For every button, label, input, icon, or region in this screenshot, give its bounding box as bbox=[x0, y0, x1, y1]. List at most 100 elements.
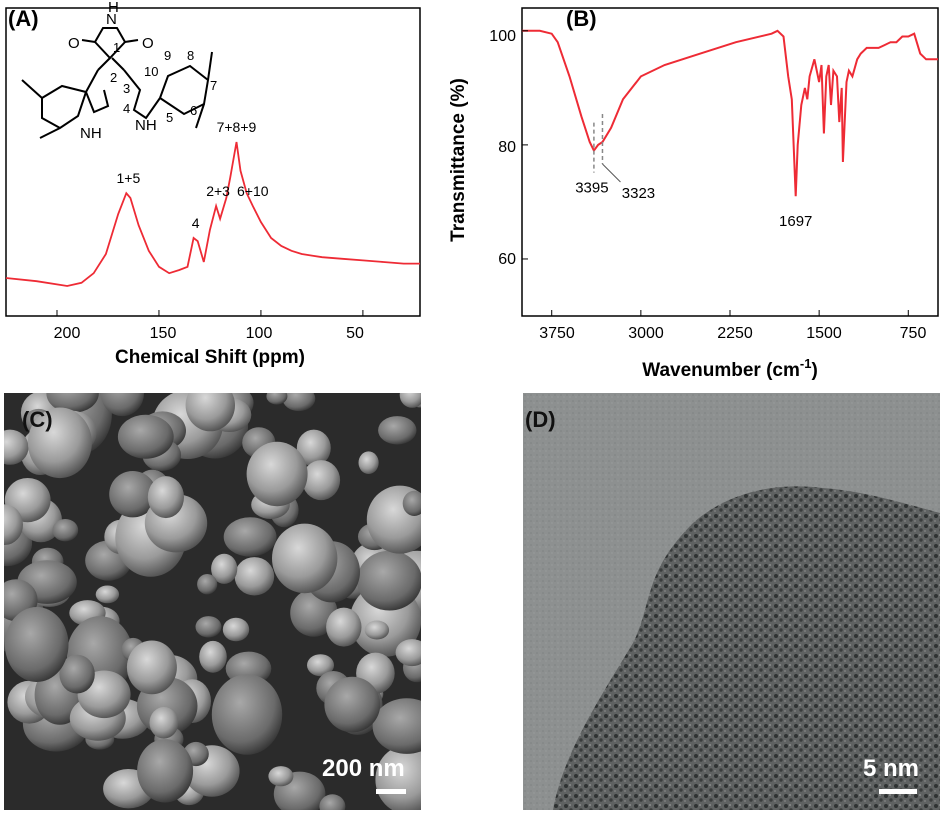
nmr-plot-frame bbox=[5, 7, 421, 317]
sem-particle bbox=[399, 393, 421, 408]
sem-scale-text: 200 nm bbox=[322, 755, 405, 782]
ir-chart: 3395 3323 1697 100 80 60 3750 3000 2250 15… bbox=[448, 7, 939, 381]
panel-b-label: (B) bbox=[566, 6, 597, 31]
atom-7-label: 7 bbox=[210, 78, 217, 93]
sem-particle bbox=[147, 476, 184, 519]
oxygen-left-label: O bbox=[68, 35, 80, 52]
carbonyl-left bbox=[81, 39, 96, 43]
sem-particle bbox=[296, 429, 331, 467]
sem-particle bbox=[319, 794, 346, 810]
sem-particle bbox=[199, 640, 227, 673]
atom-3-label: 3 bbox=[123, 81, 130, 96]
sem-particle bbox=[326, 607, 362, 647]
panel-a-nmr-spectrum: O O N H 1 2 3 4 5 6 7 8 9 10 NH NH 1+5 4 2… bbox=[0, 0, 470, 400]
atom-9-label: 9 bbox=[164, 48, 171, 63]
sem-micrograph bbox=[4, 393, 421, 810]
sem-particle bbox=[4, 607, 69, 682]
left-methyl-top bbox=[21, 79, 43, 99]
left-nh-label: NH bbox=[80, 125, 102, 142]
nmr-peak-label: 6+10 bbox=[237, 183, 269, 199]
tem-particle bbox=[553, 486, 940, 810]
sem-scale-bar bbox=[376, 789, 406, 794]
panel-c-label: (C) bbox=[22, 407, 53, 432]
nmr-spectrum-line bbox=[5, 141, 420, 287]
sem-particle bbox=[52, 519, 79, 542]
sem-particle bbox=[211, 553, 238, 584]
nmr-xtick: 150 bbox=[150, 325, 177, 342]
panel-d-label: (D) bbox=[525, 407, 556, 432]
ir-peak-annotation: 3323 bbox=[622, 185, 655, 202]
sem-particle bbox=[137, 739, 194, 803]
sem-particle bbox=[246, 441, 308, 507]
nmr-chart: O O N H 1 2 3 4 5 6 7 8 9 10 NH NH 1+542… bbox=[5, 0, 421, 368]
ir-xtick: 2250 bbox=[717, 325, 753, 342]
sem-particle bbox=[126, 640, 177, 695]
atom-2-label: 2 bbox=[110, 70, 117, 85]
sem-particle bbox=[395, 639, 421, 667]
right-pyrrole bbox=[123, 69, 161, 120]
sem-particle bbox=[197, 574, 218, 595]
sem-particle bbox=[222, 617, 250, 642]
atom-6-label: 6 bbox=[190, 103, 197, 118]
atom-10-label: 10 bbox=[144, 64, 158, 79]
bond-left bbox=[97, 57, 111, 71]
left-methyl-bottom bbox=[39, 127, 61, 139]
ir-y-axis-label: Transmittance (%) bbox=[448, 78, 469, 242]
sem-particle bbox=[282, 393, 316, 412]
ir-xlabel-sup: -1 bbox=[800, 356, 812, 371]
ir-xtick: 1500 bbox=[806, 325, 842, 342]
tem-scale-text: 5 nm bbox=[863, 755, 920, 782]
nmr-peak-label: 2+3 bbox=[206, 183, 230, 199]
ir-x-axis-label: Wavenumber (cm-1) bbox=[642, 356, 818, 381]
oxygen-right-label: O bbox=[142, 35, 154, 52]
ir-xtick: 750 bbox=[900, 325, 927, 342]
sem-particle bbox=[402, 490, 421, 516]
sem-particle bbox=[211, 674, 283, 755]
panel-b-ir-spectrum: 3395 3323 1697 100 80 60 3750 3000 2250 15… bbox=[440, 0, 943, 400]
ir-peak-annotation: 1697 bbox=[779, 213, 812, 230]
sem-particle bbox=[324, 676, 381, 733]
sem-particle bbox=[27, 407, 92, 479]
sem-particle bbox=[372, 698, 421, 754]
sem-particle bbox=[357, 550, 421, 611]
nmr-series-group: 1+5 4 2+3 7+8+9 6+10 bbox=[5, 119, 420, 316]
left-benzene bbox=[41, 84, 87, 130]
bond-right bbox=[111, 57, 125, 71]
sem-particle bbox=[95, 585, 120, 604]
sem-particle bbox=[59, 654, 95, 694]
nmr-xtick: 50 bbox=[346, 325, 364, 342]
nh-top-n-label: N bbox=[106, 11, 117, 28]
right-benzene bbox=[159, 64, 210, 116]
chemical-structure bbox=[21, 27, 213, 139]
ir-xtick: 3000 bbox=[628, 325, 664, 342]
nmr-x-ticks: 200 150 100 50 bbox=[54, 325, 364, 342]
sem-particle bbox=[378, 416, 417, 445]
sem-particles bbox=[4, 393, 421, 810]
sem-particle bbox=[358, 451, 379, 474]
ir-plot-frame bbox=[521, 7, 939, 317]
sem-particle bbox=[109, 471, 157, 518]
atom-4-label: 4 bbox=[123, 101, 130, 116]
ir-spectrum-line bbox=[522, 29, 938, 197]
ir-peak-annotation: 3395 bbox=[575, 180, 608, 197]
ir-ytick: 60 bbox=[498, 251, 516, 268]
tem-scale-bar bbox=[879, 789, 917, 794]
nh-top-h-label: H bbox=[108, 0, 119, 16]
ir-ytick: 100 bbox=[489, 28, 516, 45]
nmr-peak-label: 7+8+9 bbox=[217, 119, 257, 135]
right-methyl-top bbox=[207, 51, 213, 81]
panel-a-label: (A) bbox=[8, 6, 39, 31]
sem-particle bbox=[117, 414, 174, 459]
ir-x-ticks: 3750 3000 2250 1500 750 bbox=[539, 325, 926, 342]
sem-particle bbox=[195, 616, 222, 638]
sem-particle bbox=[100, 393, 145, 417]
sem-particle bbox=[302, 460, 341, 501]
sem-particle bbox=[223, 517, 277, 557]
sem-particle bbox=[234, 557, 275, 596]
atom-8-label: 8 bbox=[187, 48, 194, 63]
left-pyrrole bbox=[84, 69, 110, 114]
ir-series-group: 3395 3323 1697 bbox=[522, 29, 938, 316]
nmr-x-axis-label: Chemical Shift (ppm) bbox=[115, 347, 305, 368]
nmr-peak-label: 1+5 bbox=[116, 170, 140, 186]
carbonyl-right bbox=[124, 39, 139, 43]
